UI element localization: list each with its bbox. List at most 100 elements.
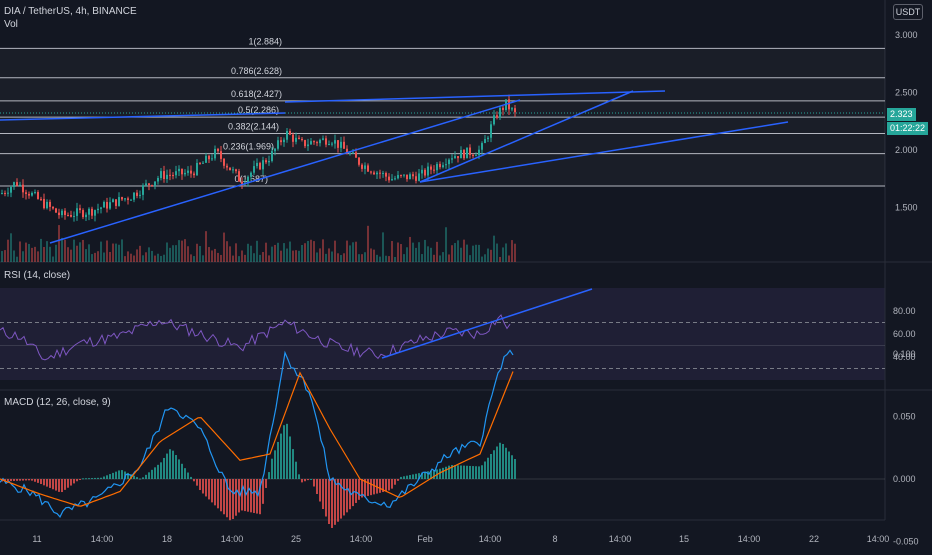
macd-histogram-bar — [238, 479, 240, 513]
volume-bar — [106, 240, 108, 262]
volume-bar — [226, 241, 228, 262]
rsi-label[interactable]: RSI (14, close) — [4, 270, 71, 281]
candle-body — [457, 156, 459, 159]
volume-group — [1, 225, 516, 262]
candle-body — [364, 165, 366, 169]
candle-body — [295, 137, 297, 142]
candle-body — [313, 141, 315, 143]
volume-bar — [265, 242, 267, 262]
trendline — [419, 90, 634, 183]
macd-histogram-bar — [205, 479, 207, 497]
macd-label[interactable]: MACD (12, 26, close, 9) — [4, 397, 111, 408]
candle-body — [70, 214, 72, 217]
candle-body — [67, 214, 69, 216]
macd-histogram-bar — [442, 467, 444, 479]
macd-histogram-bar — [355, 479, 357, 503]
macd-histogram-bar — [298, 474, 300, 479]
time-axis-tick: 25 — [291, 534, 301, 544]
candle-body — [274, 148, 276, 152]
candle-body — [412, 174, 414, 177]
candle-body — [169, 174, 171, 176]
macd-histogram-bar — [295, 461, 297, 479]
candle-body — [415, 176, 417, 181]
macd-histogram-bar — [61, 479, 63, 493]
candle-body — [367, 165, 369, 172]
volume-bar — [367, 225, 369, 262]
macd-histogram-bar — [244, 479, 246, 512]
volume-bar — [454, 243, 456, 262]
volume-bar — [13, 250, 15, 262]
volume-bar — [121, 239, 123, 262]
volume-bar — [406, 247, 408, 262]
candle-body — [460, 150, 462, 159]
candle-body — [139, 194, 141, 196]
candle-body — [349, 153, 351, 155]
volume-bar — [64, 239, 66, 262]
volume-bar — [445, 227, 447, 262]
macd-histogram-bar — [277, 441, 279, 479]
candle-body — [223, 158, 225, 166]
candle-body — [394, 178, 396, 180]
volume-bar — [352, 242, 354, 262]
macd-histogram-bar — [508, 451, 510, 479]
volume-bar — [22, 251, 24, 262]
macd-histogram-bar — [385, 479, 387, 492]
volume-bar — [295, 250, 297, 262]
currency-button[interactable]: USDT — [893, 4, 923, 20]
macd-axis-tick: 0.100 — [893, 349, 916, 359]
volume-bar — [205, 231, 207, 262]
price-axis-tick: 2.000 — [895, 145, 918, 155]
candle-body — [211, 158, 213, 160]
volume-label[interactable]: Vol — [4, 19, 18, 30]
symbol-title[interactable]: DIA / TetherUS, 4h, BINANCE — [4, 6, 137, 17]
macd-histogram-bar — [367, 479, 369, 496]
time-axis-tick: 14:00 — [479, 534, 502, 544]
macd-histogram-group — [1, 423, 516, 528]
volume-bar — [418, 242, 420, 262]
macd-histogram-bar — [454, 465, 456, 479]
candle-body — [307, 144, 309, 147]
macd-histogram-bar — [439, 468, 441, 479]
time-axis-tick: 18 — [162, 534, 172, 544]
macd-histogram-bar — [118, 470, 120, 479]
volume-bar — [235, 243, 237, 262]
volume-bar — [250, 245, 252, 262]
candle-body — [112, 199, 114, 203]
candle-body — [97, 208, 99, 211]
candle-body — [385, 172, 387, 177]
macd-histogram-bar — [322, 479, 324, 509]
macd-histogram-bar — [100, 477, 102, 479]
candle-body — [79, 208, 81, 211]
volume-bar — [499, 256, 501, 262]
macd-histogram-bar — [139, 478, 141, 480]
fib-level-label: 0.786(2.628) — [231, 66, 282, 76]
volume-bar — [211, 250, 213, 262]
candle-body — [46, 201, 48, 209]
macd-histogram-bar — [304, 479, 306, 482]
macd-histogram-bar — [475, 466, 477, 479]
candle-body — [484, 139, 486, 144]
candle-body — [253, 166, 255, 173]
volume-bar — [439, 255, 441, 262]
candle-body — [52, 206, 54, 209]
macd-histogram-bar — [16, 479, 18, 481]
macd-histogram-bar — [496, 446, 498, 479]
candle-body — [277, 140, 279, 149]
candle-body — [355, 152, 357, 158]
candle-body — [178, 168, 180, 172]
volume-bar — [361, 254, 363, 262]
macd-histogram-bar — [505, 447, 507, 479]
macd-histogram-bar — [25, 479, 27, 481]
candle-body — [379, 172, 381, 174]
macd-histogram-bar — [91, 478, 93, 480]
macd-histogram-bar — [241, 479, 243, 511]
fib-level-label: 0.382(2.144) — [228, 121, 279, 131]
candle-body — [4, 193, 6, 195]
macd-histogram-bar — [136, 477, 138, 479]
candle-body — [430, 166, 432, 170]
volume-bar — [25, 242, 27, 262]
candle-body — [163, 171, 165, 180]
macd-histogram-bar — [319, 479, 321, 502]
